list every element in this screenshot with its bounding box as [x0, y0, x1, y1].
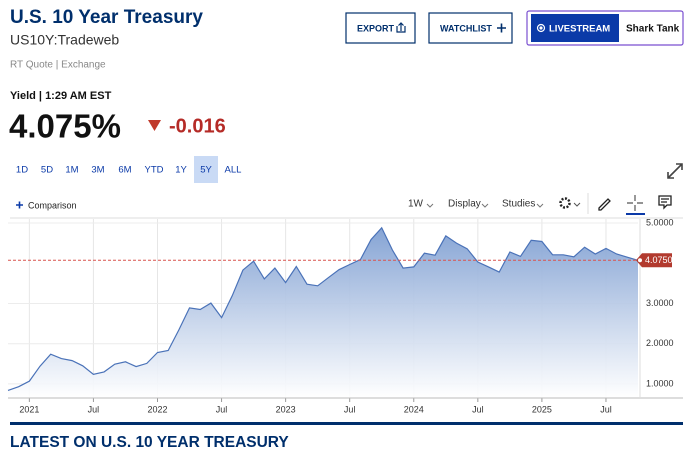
range-selector: 1D 5D 1M 3M 6M YTD 1Y 5Y ALL [16, 156, 242, 183]
gear [559, 197, 571, 209]
studies-caret [536, 203, 544, 208]
down-arrow [148, 120, 161, 131]
live-dot-ring [536, 23, 546, 33]
expand-icon[interactable] [667, 163, 683, 179]
section-title: LATEST ON U.S. 10 YEAR TREASURY [10, 434, 289, 451]
show-name: Shark Tank [626, 24, 680, 35]
y-tick-label: 1.0000 [646, 378, 674, 388]
last-value-tag [636, 253, 672, 268]
live-dot [539, 26, 543, 30]
quote-label: Yield | 1:29 AM EST [10, 90, 112, 102]
settings-caret [573, 202, 581, 207]
export-icon [396, 22, 406, 33]
range-button[interactable]: 1D [16, 165, 28, 176]
display-select[interactable]: Display [448, 199, 481, 210]
interval-caret [426, 203, 434, 208]
range-button[interactable]: 1Y [175, 165, 187, 176]
area-fill [8, 227, 638, 398]
export-button-frame [345, 12, 416, 44]
y-tick-label: 5.0000 [646, 217, 674, 227]
range-button[interactable]: ALL [225, 165, 242, 176]
interval-select[interactable]: 1W [408, 199, 424, 210]
y-tick-label: 3.0000 [646, 298, 674, 308]
x-tick-label: 2022 [147, 404, 167, 414]
symbol: US10Y:Tradeweb [10, 32, 119, 48]
range-button[interactable]: 5Y [200, 165, 212, 176]
settings-icon[interactable] [559, 197, 581, 209]
range-button[interactable]: YTD [145, 165, 164, 176]
range-button[interactable]: 5D [41, 165, 53, 176]
y-tick-label: 2.0000 [646, 338, 674, 348]
x-tick-label: 2023 [276, 404, 296, 414]
x-tick-label: 2025 [532, 404, 552, 414]
x-tick-label: 2021 [19, 404, 39, 414]
notes-icon[interactable] [658, 195, 672, 210]
comparison-button[interactable]: Comparison [28, 200, 77, 210]
page-title: U.S. 10 Year Treasury [10, 7, 203, 28]
quote-price: 4.075% [9, 108, 121, 145]
x-tick-label: 2024 [404, 404, 424, 414]
yield-line [7, 226, 639, 391]
livestream-pill [531, 14, 619, 42]
watchlist-icon [497, 23, 506, 33]
livestream-button[interactable]: LIVESTREAM Shark Tank [526, 10, 684, 46]
x-tick-label: Jul [344, 404, 356, 414]
livestream-label: LIVESTREAM [549, 24, 610, 35]
export-label: EXPORT [357, 23, 395, 33]
chart: 2021 Jul 2022 Jul 2023 Jul 2024 Jul 2025 Jul 1.000… [7, 217, 683, 414]
range-button[interactable]: 6M [118, 165, 131, 176]
last-value-label: 4.0750 [645, 255, 673, 265]
last-value-dot [637, 257, 643, 264]
quote-source: RT Quote | Exchange [10, 60, 106, 71]
quote-change: -0.016 [169, 115, 226, 137]
section-rule [10, 422, 683, 425]
comparison-plus [16, 201, 23, 209]
export-button[interactable]: EXPORT [345, 12, 416, 44]
crosshair-icon[interactable] [627, 195, 643, 211]
range-button[interactable]: 3M [91, 165, 104, 176]
x-tick-label: Jul [472, 404, 484, 414]
watchlist-label: WATCHLIST [440, 23, 492, 33]
x-tick-label: Jul [216, 404, 228, 414]
x-tick-label: Jul [88, 404, 100, 414]
display-caret [481, 203, 489, 208]
watchlist-button[interactable]: WATCHLIST [428, 12, 513, 44]
range-active-bg [194, 156, 218, 183]
studies-select[interactable]: Studies [502, 199, 535, 210]
draw-icon[interactable] [598, 198, 611, 211]
x-tick-label: Jul [600, 404, 612, 414]
range-button[interactable]: 1M [65, 165, 78, 176]
